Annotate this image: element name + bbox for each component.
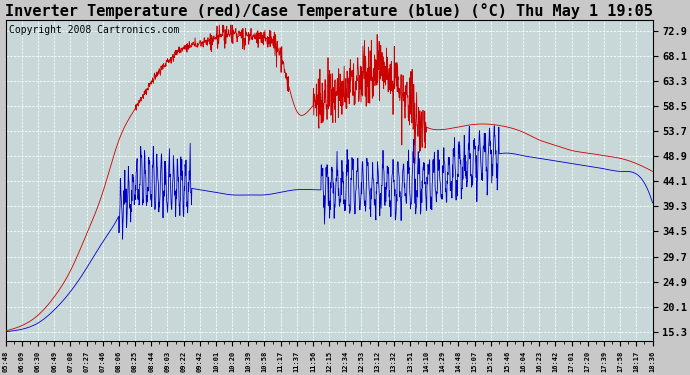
Text: Copyright 2008 Cartronics.com: Copyright 2008 Cartronics.com — [9, 25, 179, 34]
Title: Inverter Temperature (red)/Case Temperature (blue) (°C) Thu May 1 19:05: Inverter Temperature (red)/Case Temperat… — [6, 3, 653, 19]
